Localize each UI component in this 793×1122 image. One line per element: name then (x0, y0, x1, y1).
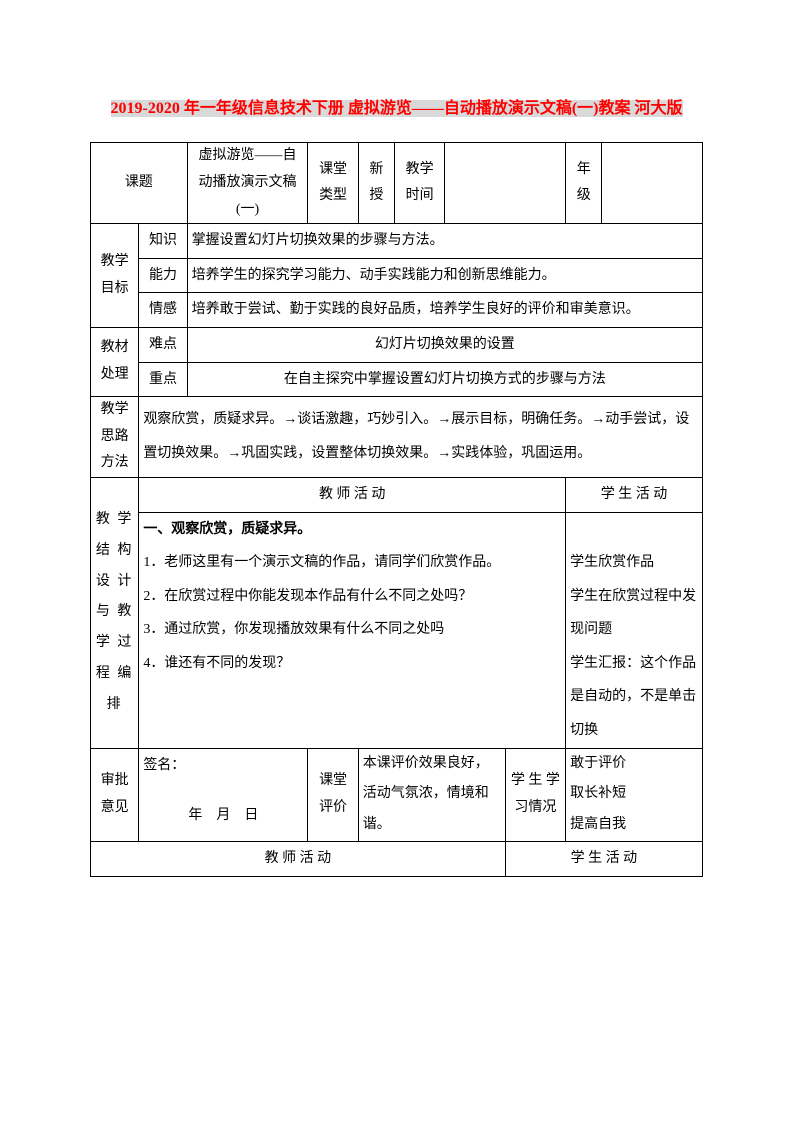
teacher-line-3: 3．通过欣赏，你发现播放效果有什么不同之处吗 (143, 613, 561, 647)
val-emotion: 培养敢于尝试、勤于实践的良好品质，培养学生良好的评价和审美意识。 (187, 293, 702, 328)
row-goal-ability: 能力 培养学生的探究学习能力、动手实践能力和创新思维能力。 (91, 258, 703, 293)
label-material: 教材处理 (91, 327, 139, 396)
student-line-1: 学生欣赏作品 (570, 546, 698, 580)
page-title: 2019-2020 年一年级信息技术下册 虚拟游览——自动播放演示文稿(一)教案… (111, 100, 683, 117)
approval-sign: 签名： 年 月 日 (139, 748, 308, 841)
student-activity: 学生欣赏作品 学生在欣赏过程中发现问题 学生汇报：这个作品是自动的，不是单击切换 (566, 512, 703, 748)
label-method: 教学思路方法 (91, 397, 139, 478)
teacher-line-1: 1．老师这里有一个演示文稿的作品，请同学们欣赏作品。 (143, 546, 561, 580)
label-knowledge: 知识 (139, 224, 187, 259)
footer-student: 学 生 活 动 (505, 842, 702, 877)
row-process-body: 一、观察欣赏，质疑求异。 1．老师这里有一个演示文稿的作品，请同学们欣赏作品。 … (91, 512, 703, 748)
label-classtype: 课堂类型 (308, 143, 358, 224)
label-key: 重点 (139, 362, 187, 397)
label-approval: 审批意见 (91, 748, 139, 841)
label-eval: 课堂评价 (308, 748, 358, 841)
footer-teacher: 教 师 活 动 (91, 842, 506, 877)
row-goal-emotion: 情感 培养敢于尝试、勤于实践的良好品质，培养学生良好的评价和审美意识。 (91, 293, 703, 328)
val-classtype: 新授 (358, 143, 394, 224)
sign-label: 签名： (143, 749, 303, 783)
val-method: 观察欣赏，质疑求异。→谈话激趣，巧妙引入。→展示目标，明确任务。→动手尝试，设置… (139, 397, 703, 478)
sign-date: 年 月 日 (143, 799, 303, 833)
label-time: 教学时间 (394, 143, 444, 224)
teacher-activity: 一、观察欣赏，质疑求异。 1．老师这里有一个演示文稿的作品，请同学们欣赏作品。 … (139, 512, 566, 748)
val-topic: 虚拟游览——自动播放演示文稿(一) (187, 143, 308, 224)
header-teacher: 教 师 活 动 (139, 477, 566, 512)
student-line-3: 学生汇报：这个作品是自动的，不是单击切换 (570, 647, 698, 748)
label-goals: 教学目标 (91, 224, 139, 328)
label-emotion: 情感 (139, 293, 187, 328)
val-key: 在自主探究中掌握设置幻灯片切换方式的步骤与方法 (187, 362, 702, 397)
val-knowledge: 掌握设置幻灯片切换效果的步骤与方法。 (187, 224, 702, 259)
label-topic: 课题 (91, 143, 188, 224)
val-stu: 敢于评价 取长补短 提高自我 (566, 748, 703, 841)
row-goal-knowledge: 教学目标 知识 掌握设置幻灯片切换效果的步骤与方法。 (91, 224, 703, 259)
label-process: 教 学 结 构 设 计 与 教 学 过 程 编 排 (91, 477, 139, 748)
lesson-plan-table: 课题 虚拟游览——自动播放演示文稿(一) 课堂类型 新授 教学时间 年级 教学目… (90, 142, 703, 876)
page-title-wrap: 2019-2020 年一年级信息技术下册 虚拟游览——自动播放演示文稿(一)教案… (90, 90, 703, 128)
row-material-key: 重点 在自主探究中掌握设置幻灯片切换方式的步骤与方法 (91, 362, 703, 397)
student-line-2: 学生在欣赏过程中发现问题 (570, 580, 698, 647)
label-stu: 学 生 学习情况 (505, 748, 565, 841)
val-eval: 本课评价效果良好，活动气氛浓，情境和谐。 (358, 748, 505, 841)
teacher-line-4: 4．谁还有不同的发现？ (143, 647, 561, 681)
row-activity-header: 教 学 结 构 设 计 与 教 学 过 程 编 排 教 师 活 动 学 生 活 … (91, 477, 703, 512)
row-topic: 课题 虚拟游览——自动播放演示文稿(一) 课堂类型 新授 教学时间 年级 (91, 143, 703, 224)
row-material-hard: 教材处理 难点 幻灯片切换效果的设置 (91, 327, 703, 362)
label-grade: 年级 (566, 143, 602, 224)
val-ability: 培养学生的探究学习能力、动手实践能力和创新思维能力。 (187, 258, 702, 293)
val-time (445, 143, 566, 224)
label-ability: 能力 (139, 258, 187, 293)
row-method: 教学思路方法 观察欣赏，质疑求异。→谈话激趣，巧妙引入。→展示目标，明确任务。→… (91, 397, 703, 478)
header-student: 学 生 活 动 (566, 477, 703, 512)
teacher-line-2: 2．在欣赏过程中你能发现本作品有什么不同之处吗？ (143, 580, 561, 614)
val-hard: 幻灯片切换效果的设置 (187, 327, 702, 362)
teacher-section-title: 一、观察欣赏，质疑求异。 (143, 513, 561, 547)
val-grade (602, 143, 703, 224)
row-footer-header: 教 师 活 动 学 生 活 动 (91, 842, 703, 877)
label-hard: 难点 (139, 327, 187, 362)
row-approval: 审批意见 签名： 年 月 日 课堂评价 本课评价效果良好，活动气氛浓，情境和谐。… (91, 748, 703, 841)
